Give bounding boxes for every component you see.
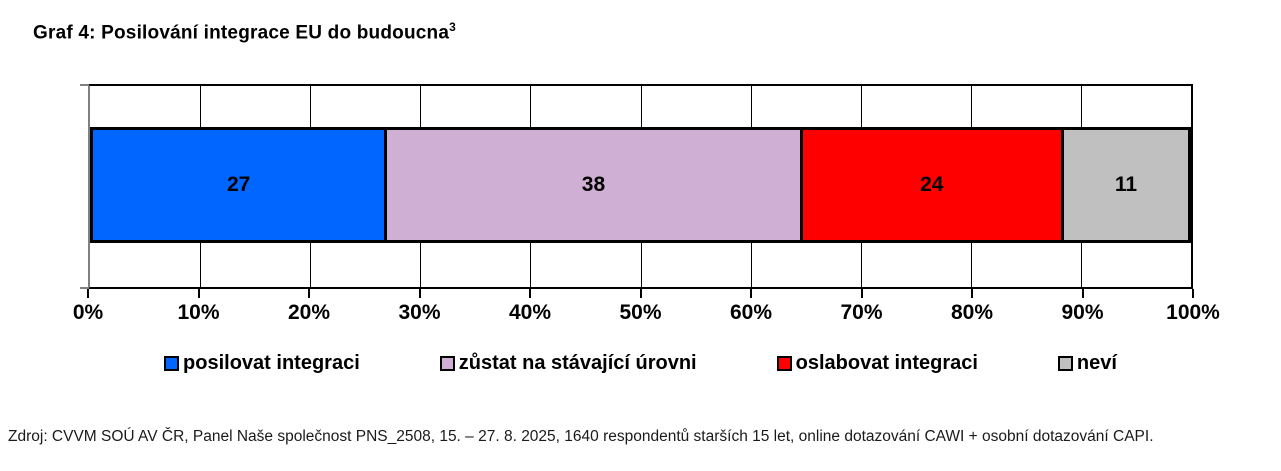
x-axis-label: 60%	[729, 301, 773, 324]
bar-segment-value: 38	[581, 173, 606, 196]
bar-segment-posilovat-integraci: 27	[90, 127, 388, 243]
x-axis-label: 40%	[508, 301, 552, 324]
x-axis-label: 30%	[398, 301, 441, 324]
x-axis-label: 100%	[1166, 301, 1220, 324]
bar-segment-value: 24	[920, 173, 944, 196]
x-axis-label: 70%	[840, 301, 883, 324]
x-axis-label: 10%	[177, 301, 220, 324]
legend: posilovat integraci zůstat na stávající …	[0, 352, 1281, 375]
y-axis-tick-top	[80, 84, 89, 86]
legend-label: zůstat na stávající úrovni	[458, 352, 697, 374]
x-axis-label: 20%	[287, 301, 331, 324]
legend-item-zustat-na-stavajici-urovni: zůstat na stávající úrovni	[439, 352, 697, 375]
bar-segment-value: 27	[226, 173, 251, 196]
stacked-bar: 27 38 24 11	[90, 127, 1191, 243]
legend-swatch-plum	[439, 356, 455, 371]
legend-swatch-blue	[164, 356, 180, 371]
legend-item-nevi: neví	[1057, 352, 1117, 375]
legend-label: neví	[1076, 352, 1117, 374]
x-axis-label: 80%	[950, 301, 994, 324]
chart-title-text: Graf 4: Posilování integrace EU do budou…	[33, 22, 450, 44]
legend-label: oslabovat integraci	[795, 352, 978, 374]
bar-segment-oslabovat-integraci: 24	[799, 127, 1064, 243]
x-axis-label: 90%	[1061, 301, 1104, 324]
legend-swatch-red	[776, 356, 792, 371]
chart-title: Graf 4: Posilování integrace EU do budou…	[33, 20, 456, 44]
chart-title-footnote-ref: 3	[449, 20, 456, 34]
legend-item-oslabovat-integraci: oslabovat integraci	[776, 352, 978, 375]
x-axis-ticks	[87, 289, 1194, 298]
bar-segment-value: 11	[1114, 173, 1138, 196]
source-note: Zdroj: CVVM SOÚ AV ČR, Panel Naše společ…	[8, 428, 1154, 445]
bar-segment-nevi: 11	[1060, 127, 1191, 243]
x-axis-label: 50%	[619, 301, 662, 324]
x-axis-labels: 0% 10% 20% 30% 40% 50% 60% 70% 80% 90% 1…	[73, 301, 1220, 327]
y-axis-tick-bottom	[80, 287, 89, 289]
legend-swatch-gray	[1057, 356, 1073, 371]
x-axis-label: 0%	[72, 301, 104, 324]
legend-item-posilovat-integraci: posilovat integraci	[164, 352, 360, 375]
plot-area: 27 38 24 11	[80, 84, 1193, 289]
bar-segment-zustat-na-stavajici-urovni: 38	[384, 127, 803, 243]
legend-label: posilovat integraci	[183, 352, 360, 374]
